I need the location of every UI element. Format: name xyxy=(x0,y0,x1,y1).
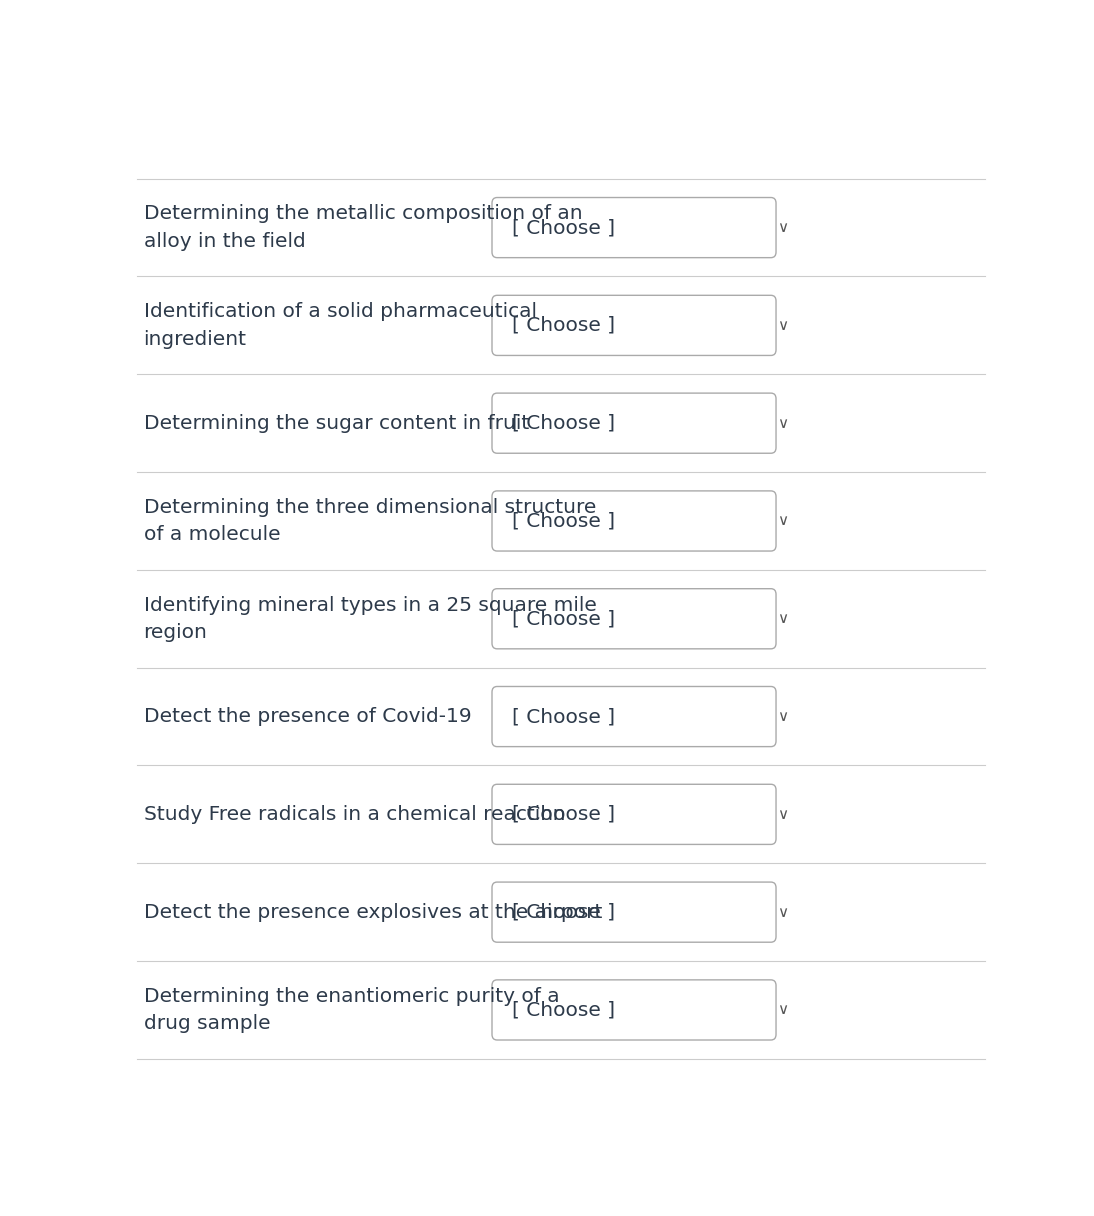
Text: Determining the three dimensional structure
of a molecule: Determining the three dimensional struct… xyxy=(143,497,596,544)
Text: Identification of a solid pharmaceutical
ingredient: Identification of a solid pharmaceutical… xyxy=(143,303,536,349)
FancyBboxPatch shape xyxy=(492,295,776,355)
Text: Determining the sugar content in fruit: Determining the sugar content in fruit xyxy=(143,413,528,433)
FancyBboxPatch shape xyxy=(492,687,776,747)
Text: Study Free radicals in a chemical reaction: Study Free radicals in a chemical reacti… xyxy=(143,805,565,824)
Text: ∨: ∨ xyxy=(777,317,789,333)
Text: Determining the enantiomeric purity of a
drug sample: Determining the enantiomeric purity of a… xyxy=(143,987,559,1034)
Text: [ Choose ]: [ Choose ] xyxy=(512,512,616,530)
Text: [ Choose ]: [ Choose ] xyxy=(512,218,616,237)
Text: Determining the metallic composition of an
alloy in the field: Determining the metallic composition of … xyxy=(143,204,582,250)
Text: [ Choose ]: [ Choose ] xyxy=(512,413,616,433)
Text: ∨: ∨ xyxy=(777,416,789,430)
Text: Detect the presence of Covid-19: Detect the presence of Covid-19 xyxy=(143,706,472,726)
FancyBboxPatch shape xyxy=(492,393,776,454)
Text: [ Choose ]: [ Choose ] xyxy=(512,316,616,334)
Text: ∨: ∨ xyxy=(777,1002,789,1018)
Text: Identifying mineral types in a 25 square mile
region: Identifying mineral types in a 25 square… xyxy=(143,596,596,642)
Text: Detect the presence explosives at the airport: Detect the presence explosives at the ai… xyxy=(143,902,602,922)
FancyBboxPatch shape xyxy=(492,589,776,649)
FancyBboxPatch shape xyxy=(492,491,776,551)
Text: ∨: ∨ xyxy=(777,612,789,626)
Text: [ Choose ]: [ Choose ] xyxy=(512,1001,616,1019)
FancyBboxPatch shape xyxy=(492,980,776,1040)
Text: [ Choose ]: [ Choose ] xyxy=(512,805,616,824)
Text: ∨: ∨ xyxy=(777,513,789,529)
Text: [ Choose ]: [ Choose ] xyxy=(512,902,616,922)
Text: ∨: ∨ xyxy=(777,220,789,235)
FancyBboxPatch shape xyxy=(492,197,776,258)
Text: ∨: ∨ xyxy=(777,807,789,822)
Text: [ Choose ]: [ Choose ] xyxy=(512,706,616,726)
FancyBboxPatch shape xyxy=(492,784,776,844)
Text: ∨: ∨ xyxy=(777,709,789,724)
FancyBboxPatch shape xyxy=(492,882,776,942)
Text: [ Choose ]: [ Choose ] xyxy=(512,609,616,629)
Text: ∨: ∨ xyxy=(777,905,789,919)
